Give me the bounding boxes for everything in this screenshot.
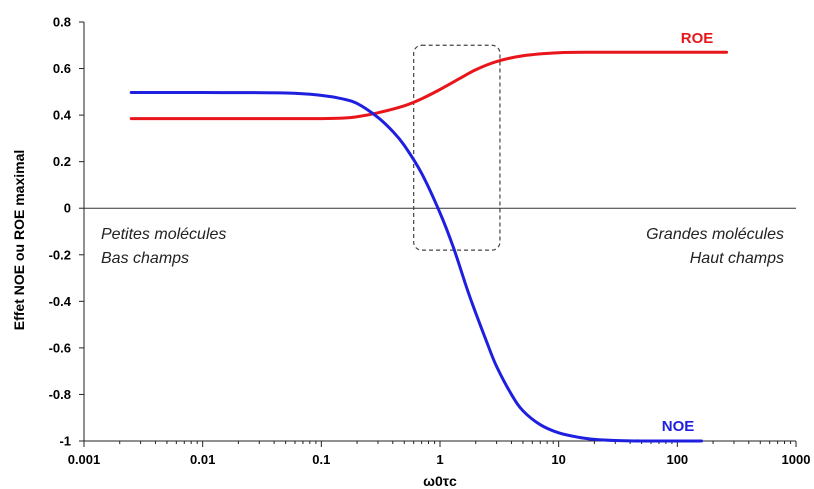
x-tick-label: 1 [436, 452, 443, 467]
roe-series-line [129, 50, 729, 121]
x-axis-title: ω0τc [423, 473, 457, 489]
x-tick-label: 0.1 [312, 452, 330, 467]
y-tick-label: 0.2 [53, 154, 71, 169]
x-tick-label: 100 [666, 452, 688, 467]
y-tick-label: 0.4 [53, 108, 72, 123]
y-tick-label: -1 [59, 434, 71, 449]
x-tick-label: 10 [551, 452, 565, 467]
noe-series-line [129, 90, 704, 443]
y-tick-label: -0.4 [49, 294, 72, 309]
x-tick-labels: 0.001 0.01 0.1 1 10 100 1000 [68, 452, 811, 467]
x-tick-label: 0.01 [190, 452, 215, 467]
x-tick-label: 0.001 [68, 452, 101, 467]
annotation-low-field: Bas champs [101, 250, 189, 267]
x-tick-label: 1000 [782, 452, 811, 467]
transition-highlight-box [413, 44, 501, 251]
y-tick-label: -0.8 [49, 387, 71, 402]
y-tick-label: 0.6 [53, 61, 71, 76]
y-tick-label: -0.6 [49, 340, 71, 355]
annotation-large-molecules: Grandes molécules [646, 226, 784, 243]
y-axis-title: Effet NOE ou ROE maximal [11, 150, 27, 330]
series-group [129, 50, 729, 443]
y-tick-label: 0.8 [53, 15, 71, 30]
y-tick-labels: 0.8 0.6 0.4 0.2 0 -0.2 -0.4 -0.6 -0.8 -1 [49, 15, 72, 449]
annotation-high-field: Haut champs [690, 250, 784, 267]
noe-series-label: NOE [662, 418, 695, 435]
y-tick-label: 0 [64, 201, 71, 216]
y-tick-label: -0.2 [49, 247, 71, 262]
annotation-small-molecules: Petites molécules [101, 226, 226, 243]
roe-series-label: ROE [681, 30, 714, 47]
